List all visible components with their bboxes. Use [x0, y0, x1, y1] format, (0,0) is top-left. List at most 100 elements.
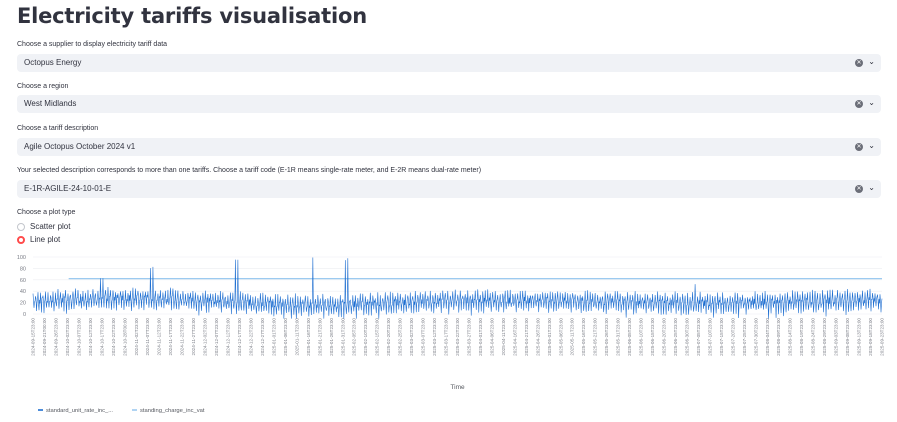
- x-tick-label: 2025-02-10T23:00: [363, 318, 368, 356]
- x-tick-label: 2025-01-26T23:00: [329, 318, 334, 356]
- chevron-down-icon[interactable]: ⌄: [868, 98, 875, 107]
- x-tick-label: 2025-09-03T23:00: [834, 318, 839, 356]
- x-tick-label: 2025-03-07T23:00: [421, 318, 426, 356]
- x-tick-label: 2024-09-21T00:00: [42, 318, 47, 356]
- y-tick-label: 60: [20, 278, 26, 284]
- x-tick-label: 2024-10-17T23:00: [99, 318, 104, 356]
- x-tick-label: 2025-02-15T23:00: [375, 318, 380, 356]
- chevron-down-icon[interactable]: ⌄: [868, 57, 875, 66]
- x-tick-label: 2025-02-20T23:00: [386, 318, 391, 356]
- x-tick-label: 2025-03-12T23:00: [432, 318, 437, 356]
- x-tick-label: 2025-08-24T23:00: [811, 318, 816, 356]
- x-tick-label: 2025-06-30T23:00: [684, 318, 689, 356]
- legend-entry: standing_charge_inc_vat: [140, 408, 205, 414]
- x-tick-label: 2025-03-17T23:00: [444, 318, 449, 356]
- x-tick-label: 2025-01-16T23:00: [306, 318, 311, 356]
- radio-circle[interactable]: [17, 223, 25, 231]
- x-tick-label: 2024-09-15T23:00: [31, 318, 36, 356]
- x-tick-label: 2025-03-27T23:00: [466, 318, 471, 356]
- y-tick-label: 100: [17, 255, 26, 261]
- supplier-label: Choose a supplier to display electricity…: [17, 41, 168, 48]
- x-tick-label: 2025-07-15T23:00: [719, 318, 724, 356]
- x-tick-label: 2025-02-05T23:00: [352, 318, 357, 356]
- x-tick-label: 2024-10-02T23:00: [65, 318, 70, 356]
- x-tick-label: 2024-11-12T23:00: [157, 318, 162, 356]
- supplier-value: Octopus Energy: [24, 58, 82, 67]
- x-tick-label: 2025-08-04T23:00: [765, 318, 770, 356]
- x-tick-label: 2024-12-27T23:00: [260, 318, 265, 356]
- tariff-description-label: Choose a tariff description: [17, 125, 99, 132]
- x-tick-label: 2024-11-22T23:00: [180, 318, 185, 356]
- x-tick-label: 2025-01-31T23:00: [340, 318, 345, 356]
- x-tick-label: 2025-05-31T23:00: [616, 318, 621, 356]
- x-tick-label: 2025-08-14T23:00: [788, 318, 793, 356]
- radio-label: Line plot: [30, 235, 61, 244]
- tariff-code-label: Your selected description corresponds to…: [17, 167, 482, 174]
- x-tick-label: 2025-06-20T23:00: [662, 318, 667, 356]
- clear-x-icon[interactable]: ✕: [855, 100, 863, 108]
- x-tick-label: 2024-10-12T23:00: [88, 318, 93, 356]
- region-select[interactable]: West Midlands ✕ ⌄: [17, 95, 881, 113]
- x-tick-label: 2025-01-01T23:00: [271, 318, 276, 356]
- y-tick-label: 0: [23, 312, 26, 318]
- x-tick-label: 2025-06-15T23:00: [650, 318, 655, 356]
- x-tick-label: 2025-04-06T23:00: [489, 318, 494, 356]
- supplier-select[interactable]: Octopus Energy ✕ ⌄: [17, 54, 881, 72]
- x-tick-label: 2024-12-22T23:00: [248, 318, 253, 356]
- x-tick-label: 2025-04-26T23:00: [535, 318, 540, 356]
- x-tick-label: 2025-04-11T23:00: [501, 318, 506, 356]
- tariff-line-chart: 0 20 40 60 80 100 2024-09-15T23:00 2024-09-21T0…: [17, 255, 885, 414]
- tariff-code-select[interactable]: E-1R-AGILE-24-10-01-E ✕ ⌄: [17, 180, 881, 198]
- x-tick-label: 2025-05-21T23:00: [593, 318, 598, 356]
- clear-x-icon[interactable]: ✕: [855, 185, 863, 193]
- page-title: Electricity tariffs visualisation: [17, 4, 367, 28]
- radio-circle-selected[interactable]: [17, 236, 25, 244]
- unit-rate-line: [32, 257, 883, 319]
- x-tick-label: 2025-08-19T23:00: [799, 318, 804, 356]
- x-tick-label: 2024-09-26T23:00: [53, 318, 58, 356]
- clear-x-icon[interactable]: ✕: [855, 143, 863, 151]
- radio-label: Scatter plot: [30, 222, 71, 231]
- x-tick-label: 2024-12-12T23:00: [226, 318, 231, 356]
- x-tick-label: 2025-04-01T23:00: [478, 318, 483, 356]
- chevron-down-icon[interactable]: ⌄: [868, 183, 875, 192]
- x-tick-label: 2025-09-23T23:00: [880, 318, 885, 356]
- x-tick-label: 2025-02-25T23:00: [398, 318, 403, 356]
- x-axis-title: Time: [450, 384, 465, 391]
- x-tick-label: 2024-12-02T23:00: [203, 318, 208, 356]
- x-tick-label: 2025-03-22T23:00: [455, 318, 460, 356]
- plot-type-label: Choose a plot type: [17, 209, 76, 216]
- region-value: West Midlands: [24, 99, 77, 108]
- x-tick-label: 2025-06-10T23:00: [639, 318, 644, 356]
- x-tick-label: 2025-03-02T23:00: [409, 318, 414, 356]
- x-tick-label: 2025-04-21T23:00: [524, 318, 529, 356]
- x-tick-label: 2024-12-17T23:00: [237, 318, 242, 356]
- x-tick-label: 2025-05-11T23:00: [570, 318, 575, 356]
- x-tick-label: 2025-05-01T23:00: [547, 318, 552, 356]
- legend-entry: standard_unit_rate_inc_...: [46, 408, 113, 414]
- x-tick-label: 2024-11-02T23:00: [134, 318, 139, 356]
- chevron-down-icon[interactable]: ⌄: [868, 141, 875, 150]
- x-tick-label: 2025-01-06T23:00: [283, 318, 288, 356]
- x-tick-label: 2025-09-08T23:00: [845, 318, 850, 356]
- x-tick-label: 2024-11-27T23:00: [191, 318, 196, 356]
- tariff-description-value: Agile Octopus October 2024 v1: [24, 142, 136, 151]
- x-tick-label: 2025-01-21T23:00: [317, 318, 322, 356]
- y-tick-label: 20: [20, 301, 26, 307]
- x-tick-label: 2025-07-25T23:00: [742, 318, 747, 356]
- region-label: Choose a region: [17, 83, 69, 90]
- y-tick-label: 80: [20, 266, 26, 272]
- tariff-code-value: E-1R-AGILE-24-10-01-E: [24, 184, 112, 193]
- clear-x-icon[interactable]: ✕: [855, 59, 863, 67]
- x-tick-label: 2025-05-06T23:00: [558, 318, 563, 356]
- x-tick-label: 2025-06-05T23:00: [627, 318, 632, 356]
- x-tick-label: 2025-07-20T23:00: [730, 318, 735, 356]
- x-tick-label: 2025-01-11T23:00: [294, 318, 299, 356]
- x-tick-label: 2024-11-07T23:00: [145, 318, 150, 356]
- x-tick-label: 2025-05-26T23:00: [604, 318, 609, 356]
- x-tick-label: 2025-06-25T23:00: [673, 318, 678, 356]
- tariff-description-select[interactable]: Agile Octopus October 2024 v1 ✕ ⌄: [17, 138, 881, 156]
- x-tick-label: 2025-09-13T23:00: [857, 318, 862, 356]
- x-tick-label: 2024-11-17T23:00: [168, 318, 173, 356]
- x-tick-label: 2024-12-07T23:00: [214, 318, 219, 356]
